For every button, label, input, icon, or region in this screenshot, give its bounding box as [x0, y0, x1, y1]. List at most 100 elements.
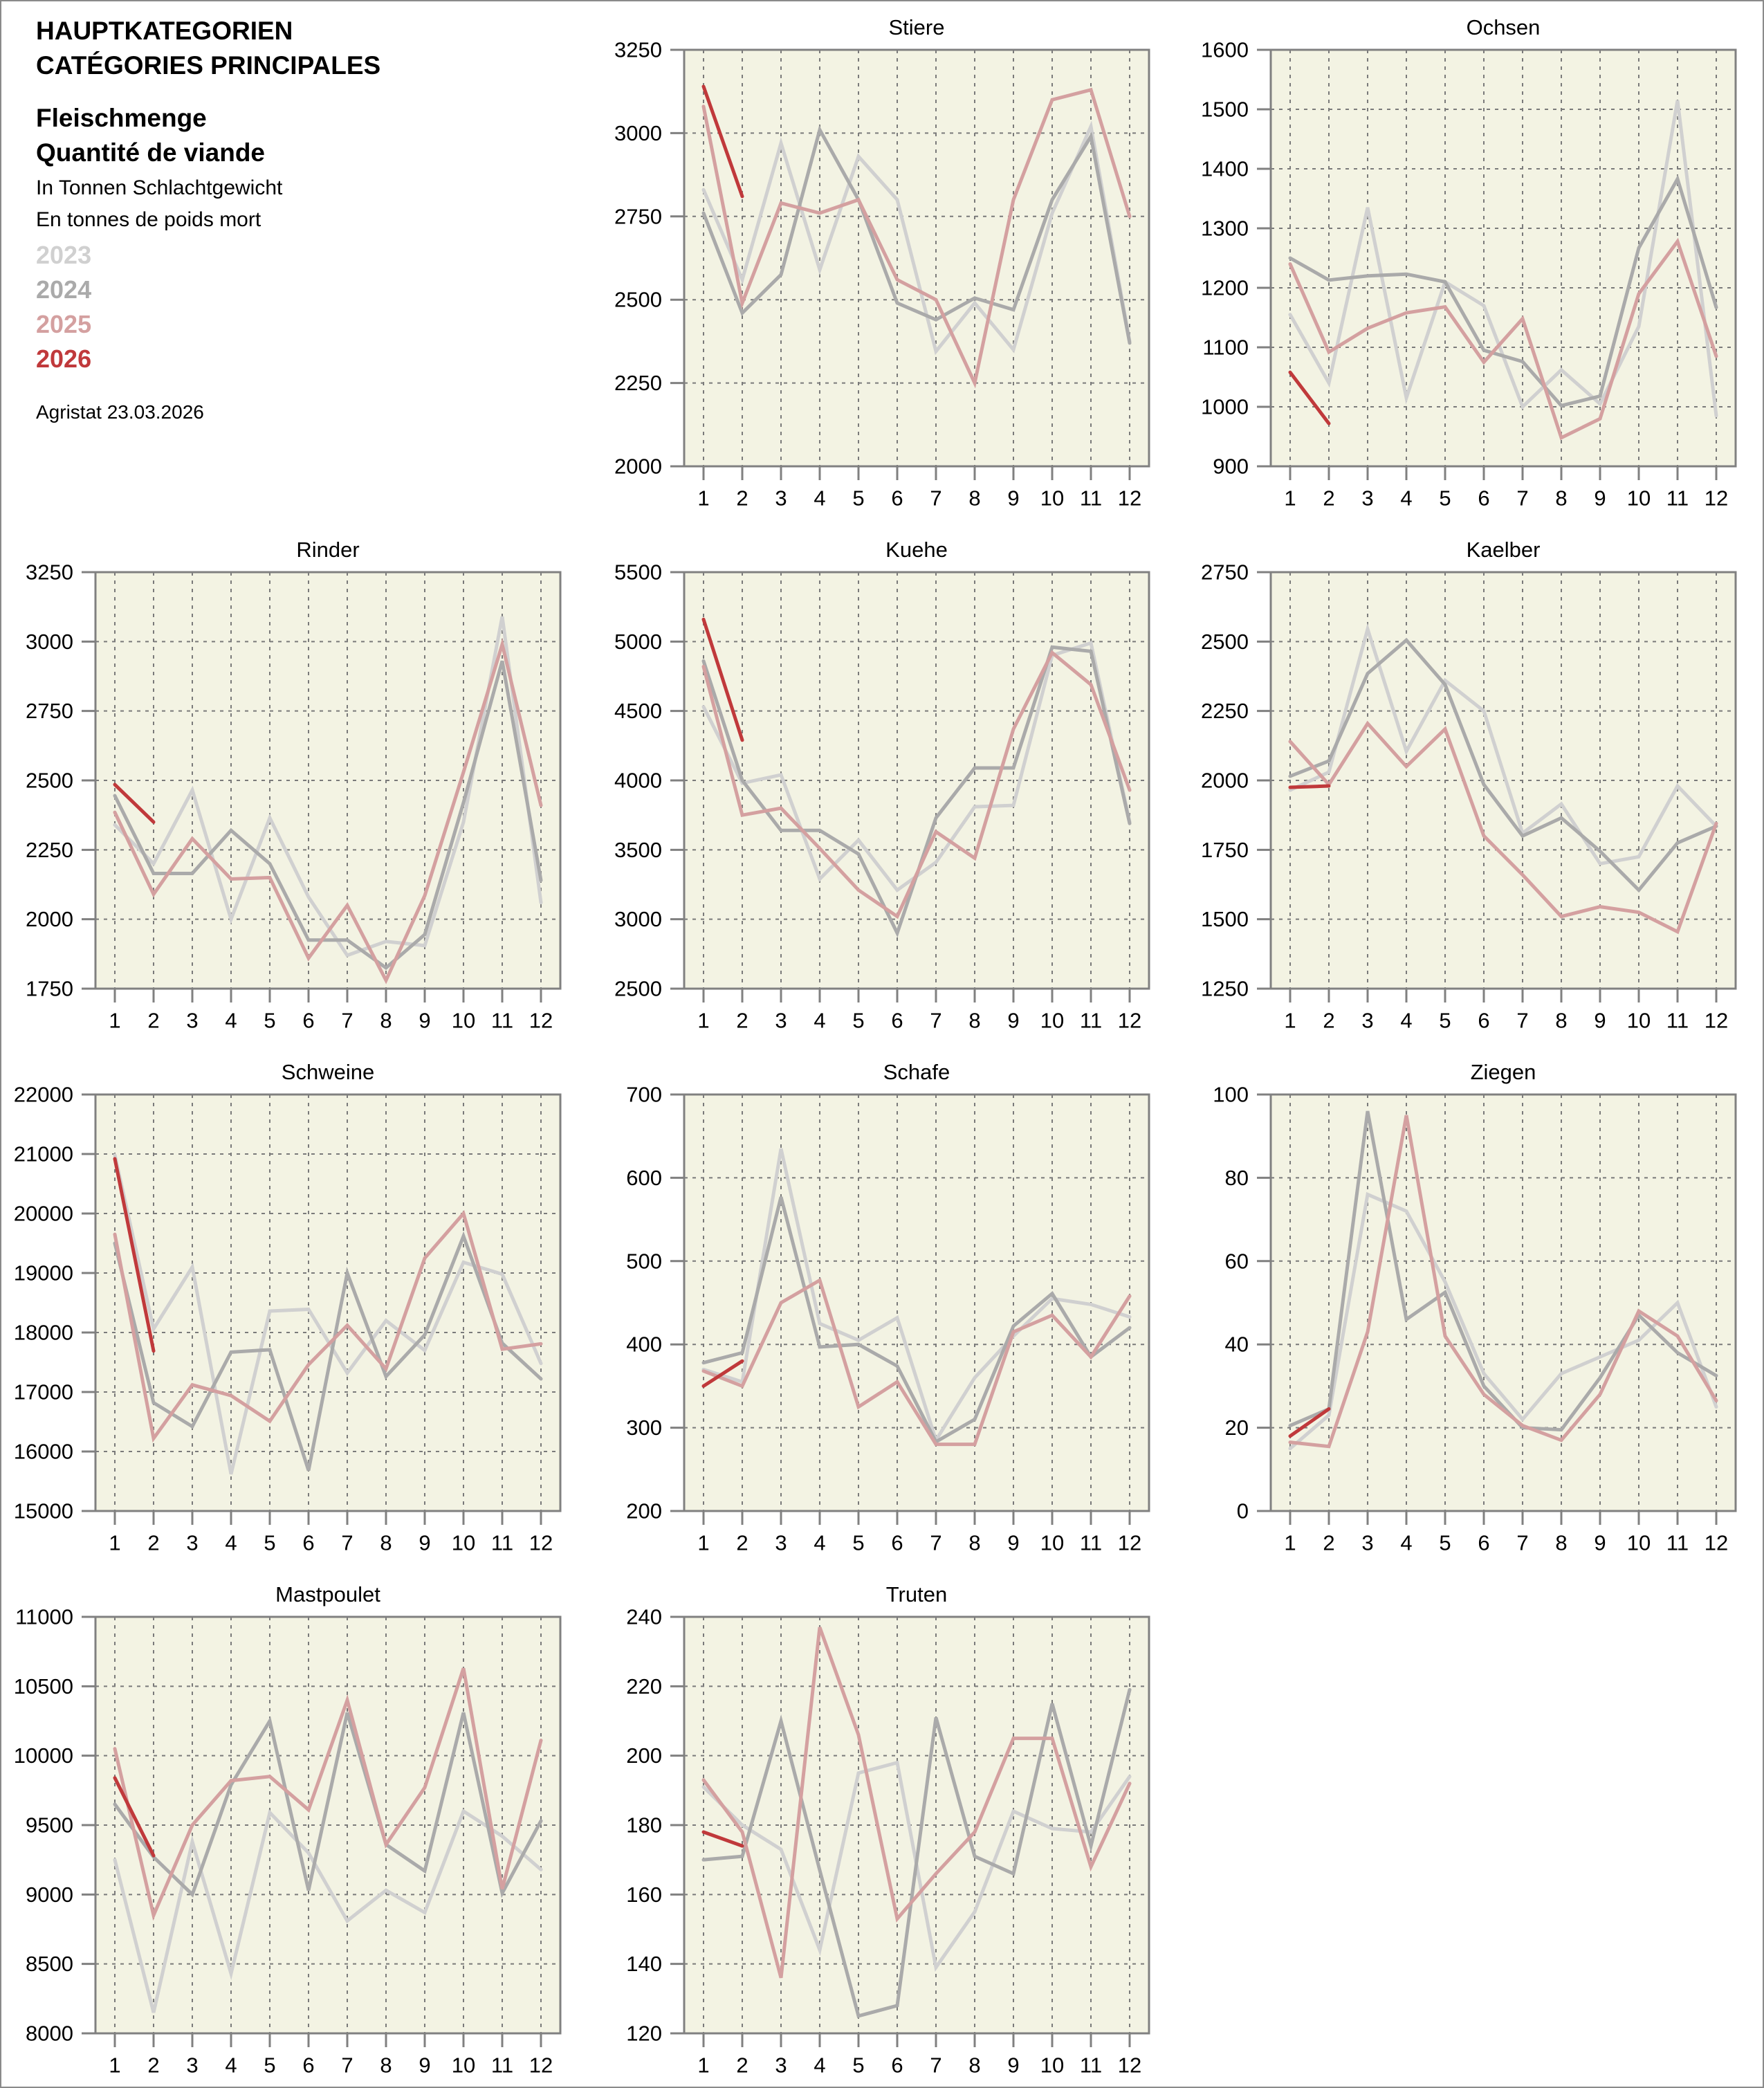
x-tick-label: 7 [341, 1531, 353, 1555]
y-tick-label: 5500 [614, 560, 662, 585]
y-tick-label: 80 [1225, 1166, 1249, 1190]
title-fr: CATÉGORIES PRINCIPALES [36, 51, 381, 80]
y-tick-label: 21000 [14, 1142, 73, 1166]
y-tick-label: 3250 [26, 560, 73, 585]
y-tick-label: 2750 [614, 204, 662, 228]
x-tick-label: 4 [225, 1009, 237, 1033]
y-tick-label: 1600 [1201, 38, 1249, 62]
x-tick-label: 4 [814, 2053, 825, 2078]
y-tick-label: 2250 [1201, 699, 1249, 723]
x-tick-label: 6 [302, 1531, 314, 1555]
plot-frame [1269, 1093, 1737, 1512]
y-tick-label: 180 [626, 1813, 662, 1838]
x-tick-label: 11 [1080, 1531, 1102, 1555]
measure-fr: Quantité de viande [36, 138, 266, 167]
series-line-2024 [701, 1687, 1132, 2018]
series-line-2023 [113, 616, 543, 958]
series-line-2026 [701, 617, 744, 742]
series-line-2025 [113, 1209, 543, 1443]
x-tick-label: 8 [968, 486, 980, 511]
plot-area [1271, 50, 1736, 466]
series-line-2026 [113, 1157, 156, 1353]
plot-frame [683, 571, 1150, 990]
x-tick-label: 10 [1627, 1531, 1651, 1555]
x-tick-label: 12 [1118, 486, 1141, 511]
plot-area [95, 1095, 560, 1511]
y-tick-label: 1000 [1201, 395, 1249, 419]
y-tick-label: 2000 [26, 907, 73, 931]
x-tick-label: 2 [1323, 1531, 1334, 1555]
y-tick-label: 2250 [26, 838, 73, 862]
y-tick-label: 1750 [1201, 838, 1249, 862]
series-line-2023 [1288, 1191, 1718, 1451]
y-tick-label: 1100 [1202, 336, 1249, 360]
x-tick-label: 3 [186, 2053, 198, 2078]
y-tick-label: 1300 [1201, 217, 1249, 241]
x-tick-label: 1 [697, 1009, 709, 1033]
x-tick-label: 3 [186, 1009, 198, 1033]
chart-title: Schweine [282, 1060, 374, 1084]
x-tick-label: 6 [302, 2053, 314, 2078]
x-tick-label: 11 [491, 1531, 513, 1555]
chart-title: Schafe [883, 1060, 950, 1084]
series-line-2025 [1288, 720, 1718, 935]
x-tick-label: 3 [775, 486, 787, 511]
series-line-2025 [113, 637, 543, 985]
x-tick-label: 2 [1323, 1009, 1334, 1033]
x-tick-label: 9 [1007, 1009, 1019, 1033]
series-line-2023 [1288, 623, 1718, 866]
y-tick-label: 220 [626, 1674, 662, 1698]
x-tick-label: 1 [1284, 1009, 1296, 1033]
x-tick-label: 12 [1118, 2053, 1141, 2078]
plot-area [684, 50, 1149, 466]
x-tick-label: 9 [1594, 1531, 1606, 1555]
y-tick-label: 1400 [1201, 157, 1249, 181]
series-line-2024 [113, 660, 543, 971]
x-tick-label: 5 [264, 1009, 275, 1033]
series-line-2026 [1288, 1407, 1331, 1438]
x-tick-label: 3 [775, 1009, 787, 1033]
series-line-2023 [113, 1808, 543, 2013]
x-tick-label: 6 [1478, 1009, 1489, 1033]
x-tick-label: 3 [775, 2053, 787, 2078]
y-tick-label: 10500 [14, 1674, 73, 1698]
series-line-2026 [701, 1830, 744, 1848]
chart-title: Kuehe [885, 538, 948, 562]
chart-title: Ziegen [1471, 1060, 1536, 1084]
y-tick-label: 16000 [14, 1440, 73, 1464]
series-line-2024 [1288, 637, 1718, 893]
y-tick-label: 120 [626, 2022, 662, 2046]
x-tick-label: 6 [891, 2053, 903, 2078]
x-tick-label: 7 [341, 1009, 353, 1033]
y-tick-label: 4500 [614, 699, 662, 723]
y-tick-label: 2500 [614, 288, 662, 312]
x-tick-label: 12 [1705, 486, 1728, 511]
chart-title: Ochsen [1467, 15, 1541, 39]
y-tick-label: 2000 [1201, 769, 1249, 793]
x-tick-label: 8 [968, 1009, 980, 1033]
series-line-2025 [1288, 237, 1718, 441]
x-tick-label: 2 [147, 2053, 159, 2078]
x-tick-label: 8 [968, 1531, 980, 1555]
chart-title: Truten [886, 1582, 947, 1606]
series-line-2025 [113, 1667, 543, 1921]
x-tick-label: 8 [380, 1009, 392, 1033]
x-tick-label: 5 [264, 2053, 275, 2078]
series-line-2024 [113, 1231, 543, 1472]
series-line-2025 [701, 87, 1132, 389]
y-tick-label: 2500 [614, 977, 662, 1001]
x-tick-label: 3 [186, 1531, 198, 1555]
x-tick-label: 10 [452, 2053, 475, 2078]
y-tick-label: 3500 [614, 838, 662, 862]
x-tick-label: 5 [264, 1531, 275, 1555]
y-tick-label: 160 [626, 1883, 662, 1907]
x-tick-label: 6 [1478, 486, 1489, 511]
x-tick-label: 7 [930, 486, 941, 511]
x-tick-label: 2 [736, 486, 748, 511]
x-tick-label: 12 [529, 1531, 553, 1555]
